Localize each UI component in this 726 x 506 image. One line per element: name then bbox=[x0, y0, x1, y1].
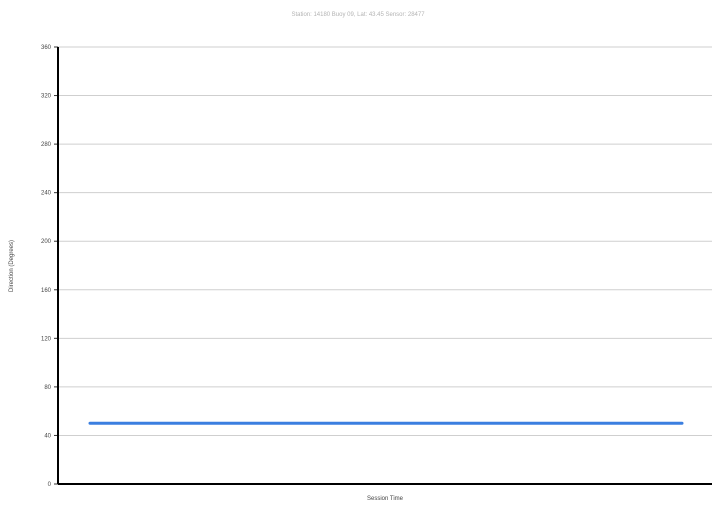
gridlines bbox=[58, 46, 712, 436]
y-tick-label-160: 160 bbox=[41, 288, 52, 294]
y-tick-label-280: 280 bbox=[41, 142, 52, 148]
y-axis-label: Direction (Degrees) bbox=[9, 240, 15, 292]
y-axis-ticks: 0 40 80 120 160 200 240 280 320 360 bbox=[41, 45, 58, 488]
y-tick-label-200: 200 bbox=[41, 239, 52, 245]
y-tick-label-320: 320 bbox=[41, 94, 52, 100]
x-axis-label: Session Time bbox=[367, 496, 404, 502]
y-tick-label-360: 360 bbox=[41, 45, 52, 51]
y-tick-label-40: 40 bbox=[44, 433, 51, 439]
y-tick-label-240: 240 bbox=[41, 191, 52, 197]
y-tick-label-120: 120 bbox=[41, 336, 52, 342]
chart-title: Station: 14180 Buoy 09, Lat: 43.45 Senso… bbox=[291, 12, 425, 18]
y-tick-label-80: 80 bbox=[44, 385, 51, 391]
y-tick-label-0: 0 bbox=[48, 482, 52, 488]
